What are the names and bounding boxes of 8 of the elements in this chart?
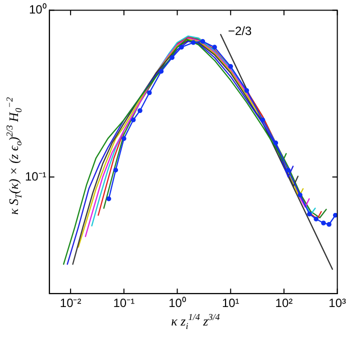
x-tick-label: 10²: [275, 296, 293, 310]
x-tick-label: 10⁻²: [60, 296, 82, 310]
x-tick-label: 10¹: [222, 296, 240, 310]
x-axis-title: κ z$_{i}$$^{1/4}$ z$^{3/4}$: [170, 312, 221, 331]
x-tick-label: 10³: [328, 296, 346, 310]
x-tick-label: 10⁰: [168, 296, 186, 310]
annotation: −2/3: [228, 24, 252, 38]
x-tick-label: 10⁻¹: [113, 296, 135, 310]
